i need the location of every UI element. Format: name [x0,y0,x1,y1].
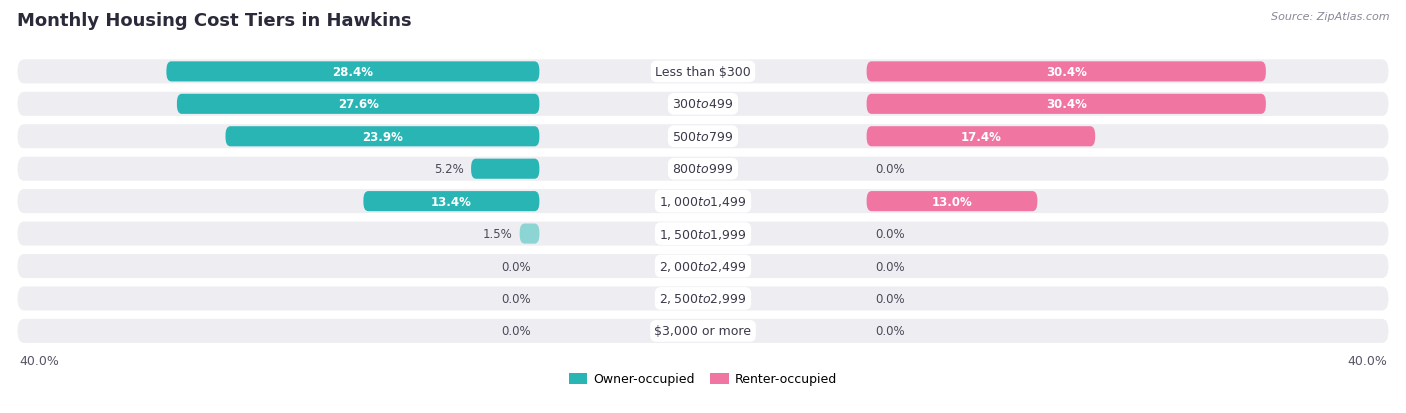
Text: $2,500 to $2,999: $2,500 to $2,999 [659,292,747,306]
FancyBboxPatch shape [866,95,1265,114]
FancyBboxPatch shape [471,159,540,179]
Text: 1.5%: 1.5% [484,228,513,240]
Text: 30.4%: 30.4% [1046,98,1087,111]
Text: 0.0%: 0.0% [501,292,531,305]
Text: 17.4%: 17.4% [960,131,1001,143]
FancyBboxPatch shape [225,127,540,147]
FancyBboxPatch shape [17,60,1389,84]
Text: 28.4%: 28.4% [332,66,374,79]
FancyBboxPatch shape [17,287,1389,311]
Text: 23.9%: 23.9% [361,131,404,143]
FancyBboxPatch shape [17,190,1389,214]
FancyBboxPatch shape [866,127,1095,147]
FancyBboxPatch shape [17,157,1389,181]
Text: 5.2%: 5.2% [434,163,464,176]
FancyBboxPatch shape [17,93,1389,116]
Text: $3,000 or more: $3,000 or more [655,325,751,337]
Text: 0.0%: 0.0% [875,228,905,240]
Text: $800 to $999: $800 to $999 [672,163,734,176]
Text: $500 to $799: $500 to $799 [672,131,734,143]
FancyBboxPatch shape [866,192,1038,212]
Text: 0.0%: 0.0% [501,260,531,273]
Text: Less than $300: Less than $300 [655,66,751,79]
FancyBboxPatch shape [17,254,1389,278]
Text: 0.0%: 0.0% [875,163,905,176]
Legend: Owner-occupied, Renter-occupied: Owner-occupied, Renter-occupied [568,373,838,385]
Text: 0.0%: 0.0% [875,292,905,305]
Text: 0.0%: 0.0% [501,325,531,337]
Text: 30.4%: 30.4% [1046,66,1087,79]
FancyBboxPatch shape [363,192,540,212]
Text: 0.0%: 0.0% [875,260,905,273]
FancyBboxPatch shape [177,95,540,114]
Text: 13.0%: 13.0% [932,195,973,208]
FancyBboxPatch shape [17,125,1389,149]
Text: $300 to $499: $300 to $499 [672,98,734,111]
Text: 13.4%: 13.4% [432,195,472,208]
Text: 0.0%: 0.0% [875,325,905,337]
FancyBboxPatch shape [17,222,1389,246]
FancyBboxPatch shape [166,62,540,82]
Text: 40.0%: 40.0% [20,354,59,367]
Text: $2,000 to $2,499: $2,000 to $2,499 [659,259,747,273]
Text: 40.0%: 40.0% [1347,354,1386,367]
FancyBboxPatch shape [17,319,1389,343]
Text: Monthly Housing Cost Tiers in Hawkins: Monthly Housing Cost Tiers in Hawkins [17,12,412,30]
Text: Source: ZipAtlas.com: Source: ZipAtlas.com [1271,12,1389,22]
FancyBboxPatch shape [866,62,1265,82]
Text: $1,500 to $1,999: $1,500 to $1,999 [659,227,747,241]
FancyBboxPatch shape [520,224,540,244]
Text: $1,000 to $1,499: $1,000 to $1,499 [659,195,747,209]
Text: 27.6%: 27.6% [337,98,378,111]
